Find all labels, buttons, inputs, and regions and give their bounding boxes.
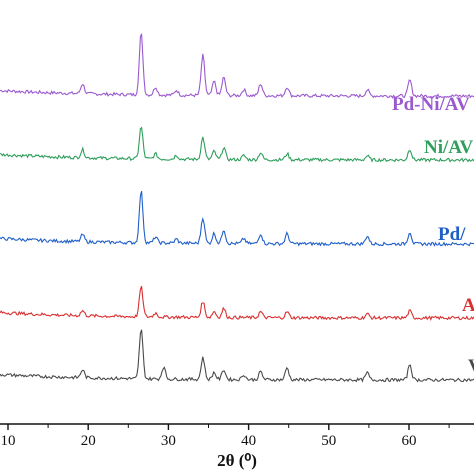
- series-label-av: A: [462, 295, 474, 316]
- series-label-pd-av: Pd/: [438, 224, 466, 245]
- x-tick-label: 20: [81, 433, 96, 449]
- series-label-ni-av: Ni/AV: [424, 137, 474, 158]
- x-ticks: 10 20 30 40 50 60: [1, 424, 450, 449]
- series-line-pd-ni-av: [0, 33, 474, 99]
- series-line-ni-av: [0, 126, 474, 163]
- series-label-v: V: [468, 356, 474, 377]
- x-tick-label: 50: [321, 433, 336, 449]
- series-line-v: [0, 329, 474, 383]
- x-tick-label: 40: [241, 433, 256, 449]
- x-tick-label: 30: [161, 433, 176, 449]
- pattern-curves: [0, 33, 474, 383]
- series-labels: Pd-Ni/AV Ni/AV Pd/A V: [392, 94, 474, 377]
- x-tick-label: 60: [402, 433, 417, 449]
- series-label-pd-ni-av: Pd-Ni/AV: [392, 94, 470, 115]
- series-line-pd-av: [0, 190, 474, 247]
- x-tick-label: 10: [1, 433, 16, 449]
- x-axis-title: 2θ (⁰): [217, 451, 257, 470]
- series-line-av: [0, 286, 474, 321]
